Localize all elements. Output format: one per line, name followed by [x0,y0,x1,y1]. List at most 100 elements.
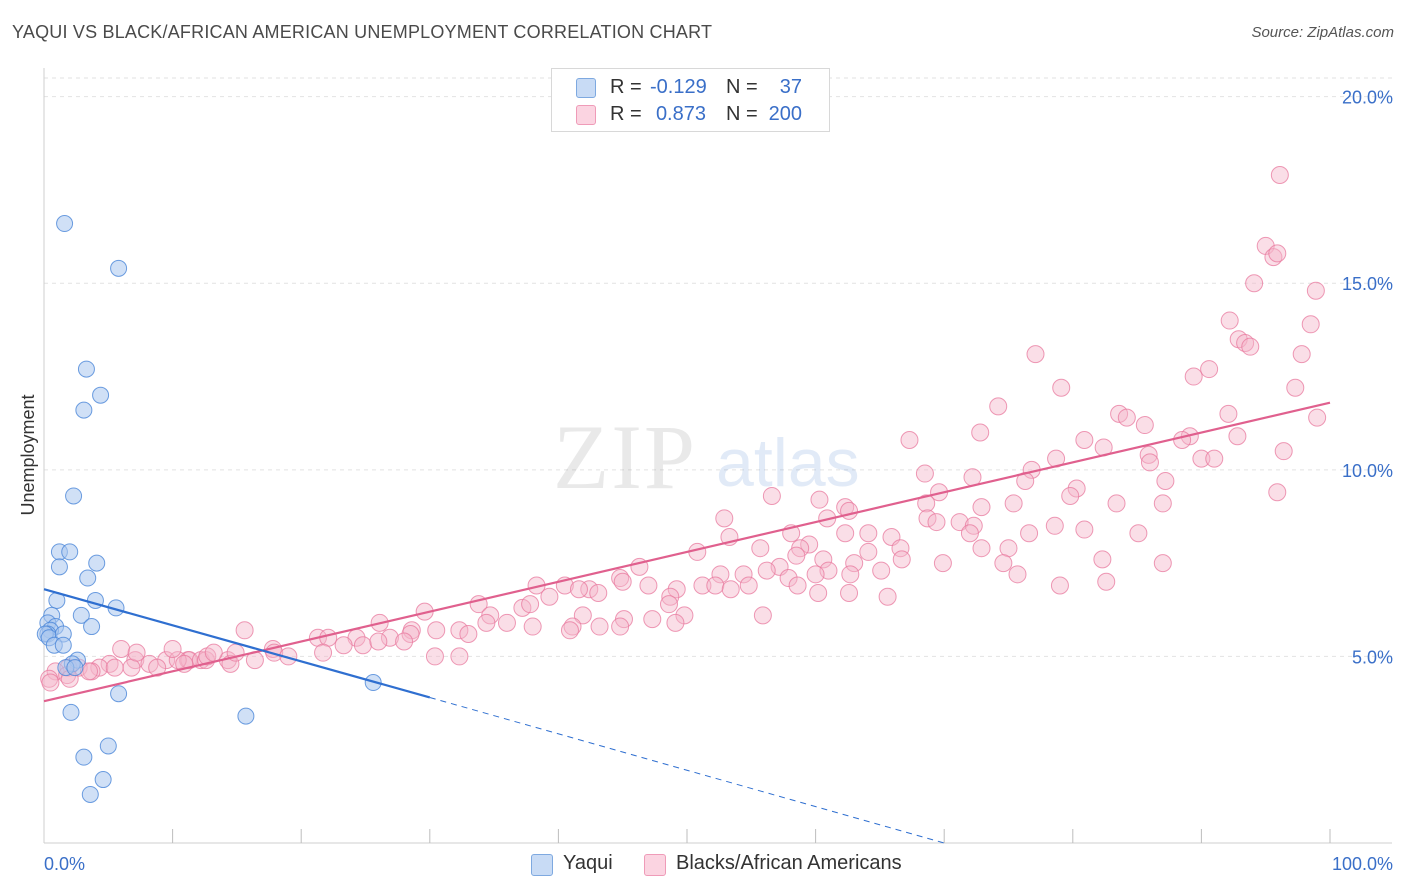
data-point-blacks [1050,576,1069,595]
data-point-blacks [1052,378,1071,397]
trend-line-yaqui [43,588,431,699]
data-point-blacks [1139,445,1158,464]
data-point-blacks [204,643,223,662]
watermark-zip: ZIP [553,406,697,508]
data-point-blacks [1286,378,1305,397]
data-point-blacks [1117,408,1136,427]
data-point-blacks [900,430,919,449]
data-point-blacks [1268,244,1287,263]
trend-line-yaqui-extension [429,696,945,844]
data-point-blacks [872,561,891,580]
data-point-blacks [573,606,592,625]
data-point-blacks [1026,345,1045,364]
data-point-blacks [1292,345,1311,364]
data-point-blacks [613,572,632,591]
y-tick-label: 20.0% [1342,88,1393,108]
data-point-blacks [1067,479,1086,498]
data-point-yaqui [83,618,101,636]
data-point-blacks [757,561,776,580]
data-point-blacks [521,595,540,614]
data-point-blacks [1270,166,1289,185]
data-point-blacks [1301,315,1320,334]
data-point-blacks [1219,404,1238,423]
data-point-yaqui [61,543,79,561]
data-point-blacks [753,606,772,625]
data-point-blacks [971,423,990,442]
data-point-blacks [706,576,725,595]
trend-line-blacks [43,401,1331,703]
correlation-legend: R = -0.129 N = 37 R = 0.873 N = 200 [551,68,830,132]
legend-n-label: N = [726,76,758,98]
data-point-yaqui [56,215,74,233]
data-point-yaqui [72,606,90,624]
data-point-blacks [711,565,730,584]
watermark: ZIP atlas [553,406,860,508]
data-point-yaqui [81,785,99,803]
data-point-blacks [643,610,662,629]
data-point-blacks [800,535,819,554]
data-point-blacks [1192,449,1211,468]
tick-labels: 5.0% 10.0% 15.0% 20.0% 0.0% 100.0% [44,88,1393,874]
data-point-yaqui [75,401,93,419]
data-point-blacks [590,617,609,636]
data-point-yaqui [50,558,68,576]
data-point-blacks [235,621,254,640]
data-point-blacks [314,643,333,662]
data-point-blacks [1004,494,1023,513]
data-point-blacks [779,569,798,588]
data-point-blacks [459,625,478,644]
data-point-blacks [477,613,496,632]
data-point-blacks [1075,430,1094,449]
data-point-blacks [1220,311,1239,330]
data-point-blacks [1140,453,1159,472]
data-point-blacks [523,617,542,636]
data-point-yaqui [62,703,80,721]
legend-row-blacks: R = 0.873 N = 200 [552,103,829,127]
data-point-yaqui [94,771,112,789]
data-point-blacks [667,580,686,599]
legend-r-value: 0.873 [655,103,706,125]
data-point-blacks [859,524,878,543]
data-point-blacks [611,617,630,636]
data-point-blacks [1153,494,1172,513]
watermark-atlas: atlas [716,425,860,501]
data-point-blacks [659,595,678,614]
legend-n-value: 200 [768,103,802,125]
source-label: Source: ZipAtlas.com [1251,24,1394,41]
data-point-blacks [148,658,167,677]
data-point-yaqui [65,487,83,505]
data-point-yaqui [237,707,255,725]
data-point-blacks [1129,524,1148,543]
data-point-blacks [1020,524,1039,543]
data-point-blacks [112,639,131,658]
legend-r-value: -0.129 [650,76,707,98]
y-axis-label: Unemployment [18,394,38,515]
legend-swatch-blacks [644,854,666,876]
data-point-blacks [918,509,937,528]
data-point-blacks [1308,408,1327,427]
data-point-blacks [1184,367,1203,386]
series-yaqui-points [36,215,382,803]
data-point-blacks [425,647,444,666]
data-point-blacks [721,580,740,599]
data-point-blacks [836,524,855,543]
legend-swatch-blacks [576,105,596,125]
data-point-blacks [1008,565,1027,584]
data-point-blacks [927,513,946,532]
y-tick-label: 10.0% [1342,461,1393,481]
data-point-blacks [960,524,979,543]
data-point-blacks [999,539,1018,558]
legend-r-label: R = [610,76,642,98]
data-point-blacks [560,621,579,640]
data-point-blacks [787,546,806,565]
data-point-yaqui [79,569,97,587]
data-point-blacks [915,464,934,483]
data-point-blacks [380,628,399,647]
data-point-blacks [788,576,807,595]
data-point-blacks [734,565,753,584]
data-point-blacks [163,639,182,658]
series-blacks-points [40,166,1327,692]
data-point-blacks [41,673,60,692]
data-point-blacks [809,583,828,602]
x-tick-label-min: 0.0% [44,854,85,874]
